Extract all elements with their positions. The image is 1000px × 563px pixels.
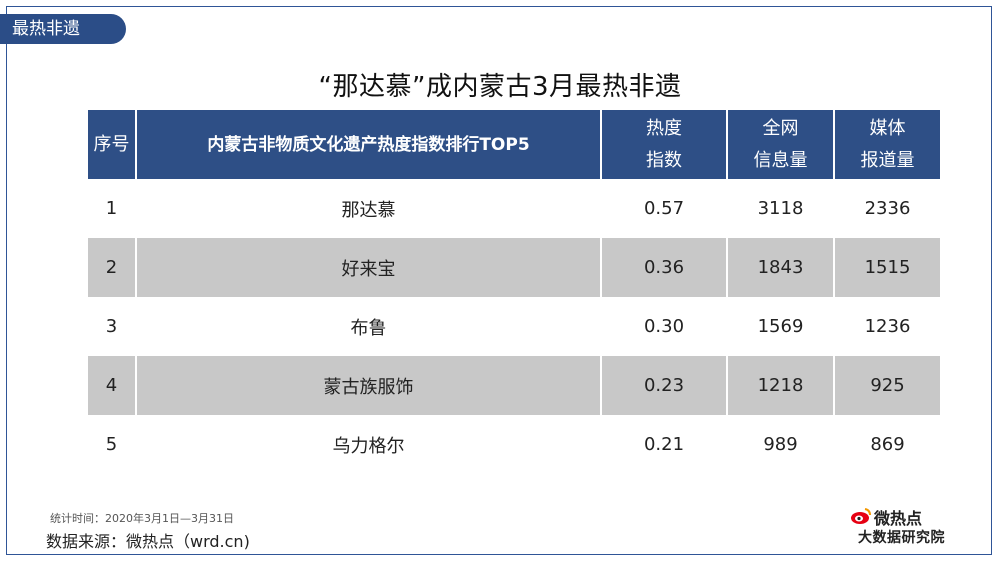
table-row: 3 布鲁 0.30 1569 1236 — [88, 297, 940, 356]
header-line: 内蒙古非物质文化遗产热度指数排行TOP5 — [207, 134, 530, 155]
cell-rank: 5 — [88, 415, 137, 474]
header-line: 报道量 — [860, 149, 915, 171]
cell-item: 好来宝 — [136, 238, 602, 297]
cell-media-volume: 925 — [834, 356, 940, 415]
cell-heat-index: 0.30 — [601, 297, 728, 356]
section-tag: 最热非遗 — [0, 14, 126, 44]
slide-frame — [6, 6, 992, 555]
cell-info-volume: 989 — [727, 415, 835, 474]
header-line: 全网 — [762, 117, 799, 139]
cell-rank: 1 — [88, 179, 137, 238]
table-header-row: 序号 内蒙古非物质文化遗产热度指数排行TOP5 热度 指数 全网 信息量 媒体 … — [88, 110, 940, 179]
cell-media-volume: 1515 — [834, 238, 940, 297]
page-title: “那达慕”成内蒙古3月最热非遗 — [318, 72, 682, 102]
cell-item: 布鲁 — [136, 297, 602, 356]
cell-info-volume: 1843 — [727, 238, 835, 297]
cell-item: 那达慕 — [136, 179, 602, 238]
weibo-eye-icon — [851, 508, 871, 524]
cell-media-volume: 2336 — [864, 198, 911, 219]
header-media-volume: 媒体 报道量 — [834, 110, 940, 179]
cell-item: 乌力格尔 — [136, 415, 602, 474]
cell-media-volume: 869 — [870, 434, 905, 455]
cell-heat-index: 0.21 — [601, 415, 728, 474]
header-line: 指数 — [646, 149, 682, 171]
stat-time-note: 统计时间：2020年3月1日—3月31日 — [50, 512, 234, 525]
cell-rank: 3 — [88, 297, 137, 356]
cell-heat-index: 0.57 — [601, 179, 728, 238]
ranking-table: 序号 内蒙古非物质文化遗产热度指数排行TOP5 热度 指数 全网 信息量 媒体 … — [88, 110, 940, 474]
header-rank: 序号 — [88, 110, 137, 179]
cell-info-volume: 1218 — [727, 356, 835, 415]
header-info-volume: 全网 信息量 — [727, 110, 835, 179]
table-row: 4 蒙古族服饰 0.23 1218 925 — [88, 356, 940, 415]
data-source-note: 数据来源：微热点（wrd.cn) — [46, 532, 250, 551]
cell-info-volume: 3118 — [727, 179, 835, 238]
logo-brand-name: 微热点 — [874, 509, 923, 528]
table-row: 1 那达慕 0.57 3118 2336 — [88, 179, 940, 238]
header-heat-index: 热度 指数 — [601, 110, 728, 179]
table-row: 2 好来宝 0.36 1843 1515 — [88, 238, 940, 297]
cell-heat-index: 0.36 — [601, 238, 728, 297]
cell-info-volume: 1569 — [727, 297, 835, 356]
cell-rank: 4 — [88, 356, 137, 415]
cell-heat-index: 0.23 — [601, 356, 728, 415]
header-line: 热度 — [646, 117, 682, 139]
header-line: 序号 — [93, 133, 130, 155]
logo-subtitle: 大数据研究院 — [858, 530, 945, 546]
cell-item: 蒙古族服饰 — [136, 356, 602, 415]
cell-rank: 2 — [88, 238, 137, 297]
table-row: 5 乌力格尔 0.21 989 869 — [88, 415, 940, 474]
cell-media-volume: 1236 — [864, 316, 911, 337]
header-line: 信息量 — [753, 149, 808, 171]
header-item: 内蒙古非物质文化遗产热度指数排行TOP5 — [136, 110, 602, 179]
brand-logo: 微热点 大数据研究院 — [850, 505, 980, 549]
header-line: 媒体 — [869, 117, 906, 139]
